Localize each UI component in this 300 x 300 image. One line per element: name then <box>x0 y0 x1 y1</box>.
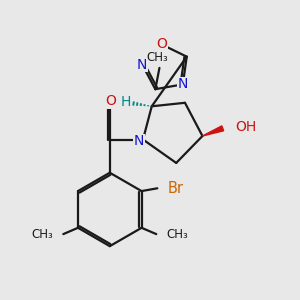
Text: O: O <box>105 94 116 108</box>
Text: O: O <box>156 38 167 51</box>
Text: Br: Br <box>168 181 184 196</box>
Text: CH₃: CH₃ <box>147 51 169 64</box>
Text: N: N <box>137 58 147 71</box>
Polygon shape <box>202 126 224 136</box>
Text: N: N <box>178 77 188 91</box>
Text: N: N <box>134 134 144 148</box>
Text: CH₃: CH₃ <box>32 228 53 241</box>
Text: H: H <box>121 95 131 109</box>
Text: CH₃: CH₃ <box>166 228 188 241</box>
Text: OH: OH <box>235 120 256 134</box>
